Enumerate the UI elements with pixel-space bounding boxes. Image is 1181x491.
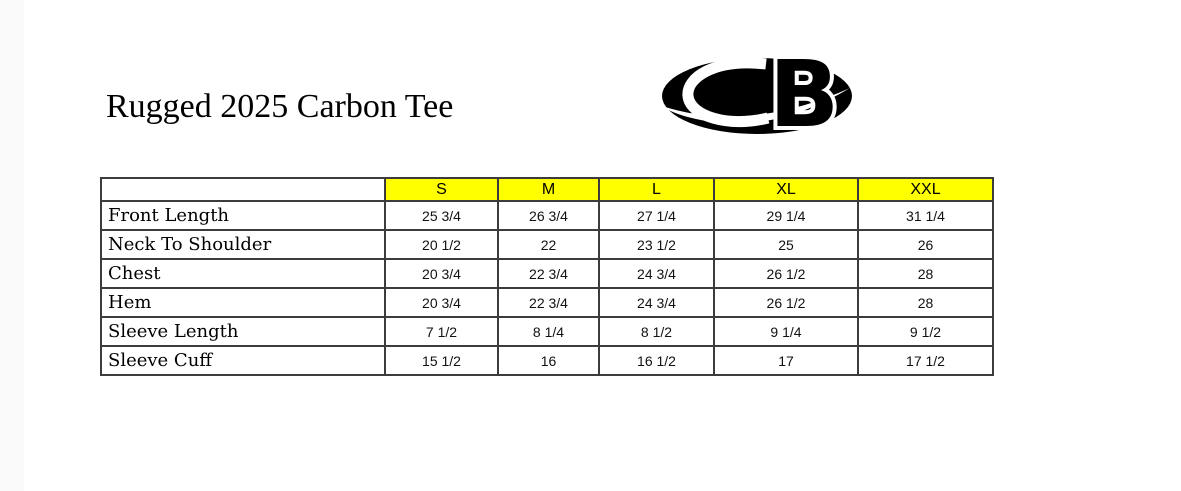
measurement-value: 17 — [713, 345, 859, 376]
measurement-value: 29 1/4 — [713, 200, 859, 231]
table-row-sleeve-cuff: Sleeve Cuff 15 1/2 16 16 1/2 17 17 1/2 — [100, 345, 994, 376]
size-chart-table: S M L XL XXL Front Length 25 3/4 26 3/4 … — [100, 177, 994, 376]
measurement-value: 9 1/2 — [857, 316, 994, 347]
measurement-value: 26 1/2 — [713, 258, 859, 289]
measurement-value: 16 — [497, 345, 600, 376]
measurement-value: 16 1/2 — [598, 345, 715, 376]
size-column-header-xl: XL — [713, 177, 859, 202]
measurement-value: 26 — [857, 229, 994, 260]
measurement-value: 20 3/4 — [384, 258, 499, 289]
measurement-value: 31 1/4 — [857, 200, 994, 231]
table-row-hem: Hem 20 3/4 22 3/4 24 3/4 26 1/2 28 — [100, 287, 994, 318]
measurement-value: 24 3/4 — [598, 258, 715, 289]
measurement-value: 7 1/2 — [384, 316, 499, 347]
table-row-chest: Chest 20 3/4 22 3/4 24 3/4 26 1/2 28 — [100, 258, 994, 289]
measurement-value: 26 3/4 — [497, 200, 600, 231]
measurement-value: 15 1/2 — [384, 345, 499, 376]
measurement-value: 25 — [713, 229, 859, 260]
measurement-value: 22 3/4 — [497, 258, 600, 289]
row-label: Front Length — [100, 200, 386, 231]
measurement-value: 23 1/2 — [598, 229, 715, 260]
row-label: Hem — [100, 287, 386, 318]
brand-oval-logo-icon: B — [662, 52, 852, 140]
measurement-value: 8 1/4 — [497, 316, 600, 347]
row-label: Sleeve Length — [100, 316, 386, 347]
measurement-value: 20 1/2 — [384, 229, 499, 260]
size-header-row: S M L XL XXL — [100, 177, 994, 202]
measurement-value: 28 — [857, 258, 994, 289]
measurement-value: 24 3/4 — [598, 287, 715, 318]
table-row-front-length: Front Length 25 3/4 26 3/4 27 1/4 29 1/4… — [100, 200, 994, 231]
measurement-value: 26 1/2 — [713, 287, 859, 318]
measurement-value: 28 — [857, 287, 994, 318]
row-label: Neck To Shoulder — [100, 229, 386, 260]
corner-cell — [100, 177, 386, 202]
row-label: Chest — [100, 258, 386, 289]
measurement-value: 27 1/4 — [598, 200, 715, 231]
measurement-value: 22 — [497, 229, 600, 260]
measurement-value: 9 1/4 — [713, 316, 859, 347]
product-title: Rugged 2025 Carbon Tee — [106, 88, 454, 125]
measurement-value: 17 1/2 — [857, 345, 994, 376]
size-column-header-xxl: XXL — [857, 177, 994, 202]
measurement-value: 22 3/4 — [497, 287, 600, 318]
size-column-header-m: M — [497, 177, 600, 202]
measurement-value: 8 1/2 — [598, 316, 715, 347]
table-row-sleeve-length: Sleeve Length 7 1/2 8 1/4 8 1/2 9 1/4 9 … — [100, 316, 994, 347]
size-column-header-l: L — [598, 177, 715, 202]
measurement-value: 25 3/4 — [384, 200, 499, 231]
measurement-value: 20 3/4 — [384, 287, 499, 318]
page-left-margin — [0, 0, 24, 491]
row-label: Sleeve Cuff — [100, 345, 386, 376]
table-row-neck-to-shoulder: Neck To Shoulder 20 1/2 22 23 1/2 25 26 — [100, 229, 994, 260]
logo-monogram: B — [769, 52, 839, 140]
size-column-header-s: S — [384, 177, 499, 202]
